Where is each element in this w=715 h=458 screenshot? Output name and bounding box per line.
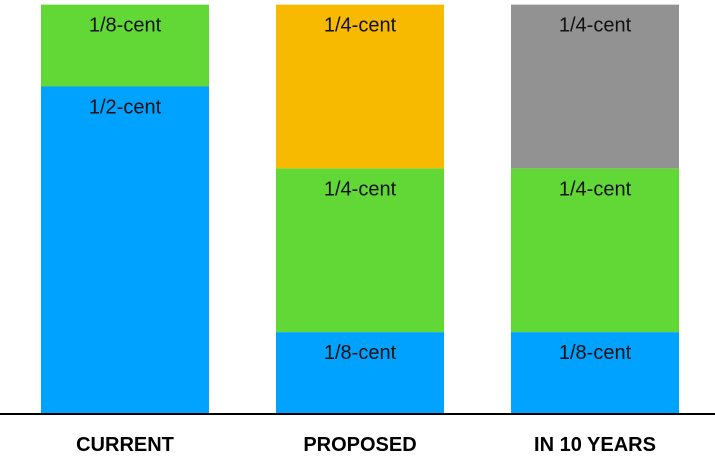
bar-segment-current-1 — [41, 4, 209, 87]
segment-label-current-1: 1/8-cent — [89, 15, 162, 37]
bar-segment-current-0 — [41, 86, 209, 414]
segment-label-proposed-1: 1/4-cent — [324, 178, 397, 200]
category-label-in-10-years: IN 10 YEARS — [534, 434, 656, 456]
bar-segment-proposed-2 — [276, 4, 444, 169]
bar-segment-in-10-years-0 — [511, 332, 679, 414]
bar-segment-proposed-0 — [276, 332, 444, 414]
category-labels: CURRENT PROPOSED IN 10 YEARS — [76, 434, 656, 456]
segment-label-proposed-0: 1/8-cent — [324, 342, 397, 364]
segment-label-current-0: 1/2-cent — [89, 97, 162, 119]
bar-segment-proposed-1 — [276, 168, 444, 333]
bar-segment-in-10-years-1 — [511, 168, 679, 333]
segment-label-in-10-years-0: 1/8-cent — [559, 342, 632, 364]
segment-label-in-10-years-2: 1/4-cent — [559, 15, 632, 37]
bar-segment-in-10-years-2 — [511, 4, 679, 169]
category-label-current: CURRENT — [76, 434, 174, 456]
segment-label-in-10-years-1: 1/4-cent — [559, 178, 632, 200]
segment-label-proposed-2: 1/4-cent — [324, 15, 397, 37]
category-label-proposed: PROPOSED — [303, 434, 416, 456]
bar-stacks: 1/2-cent 1/8-cent 1/8-cent 1/4-cent 1/4-cent… — [41, 4, 679, 414]
